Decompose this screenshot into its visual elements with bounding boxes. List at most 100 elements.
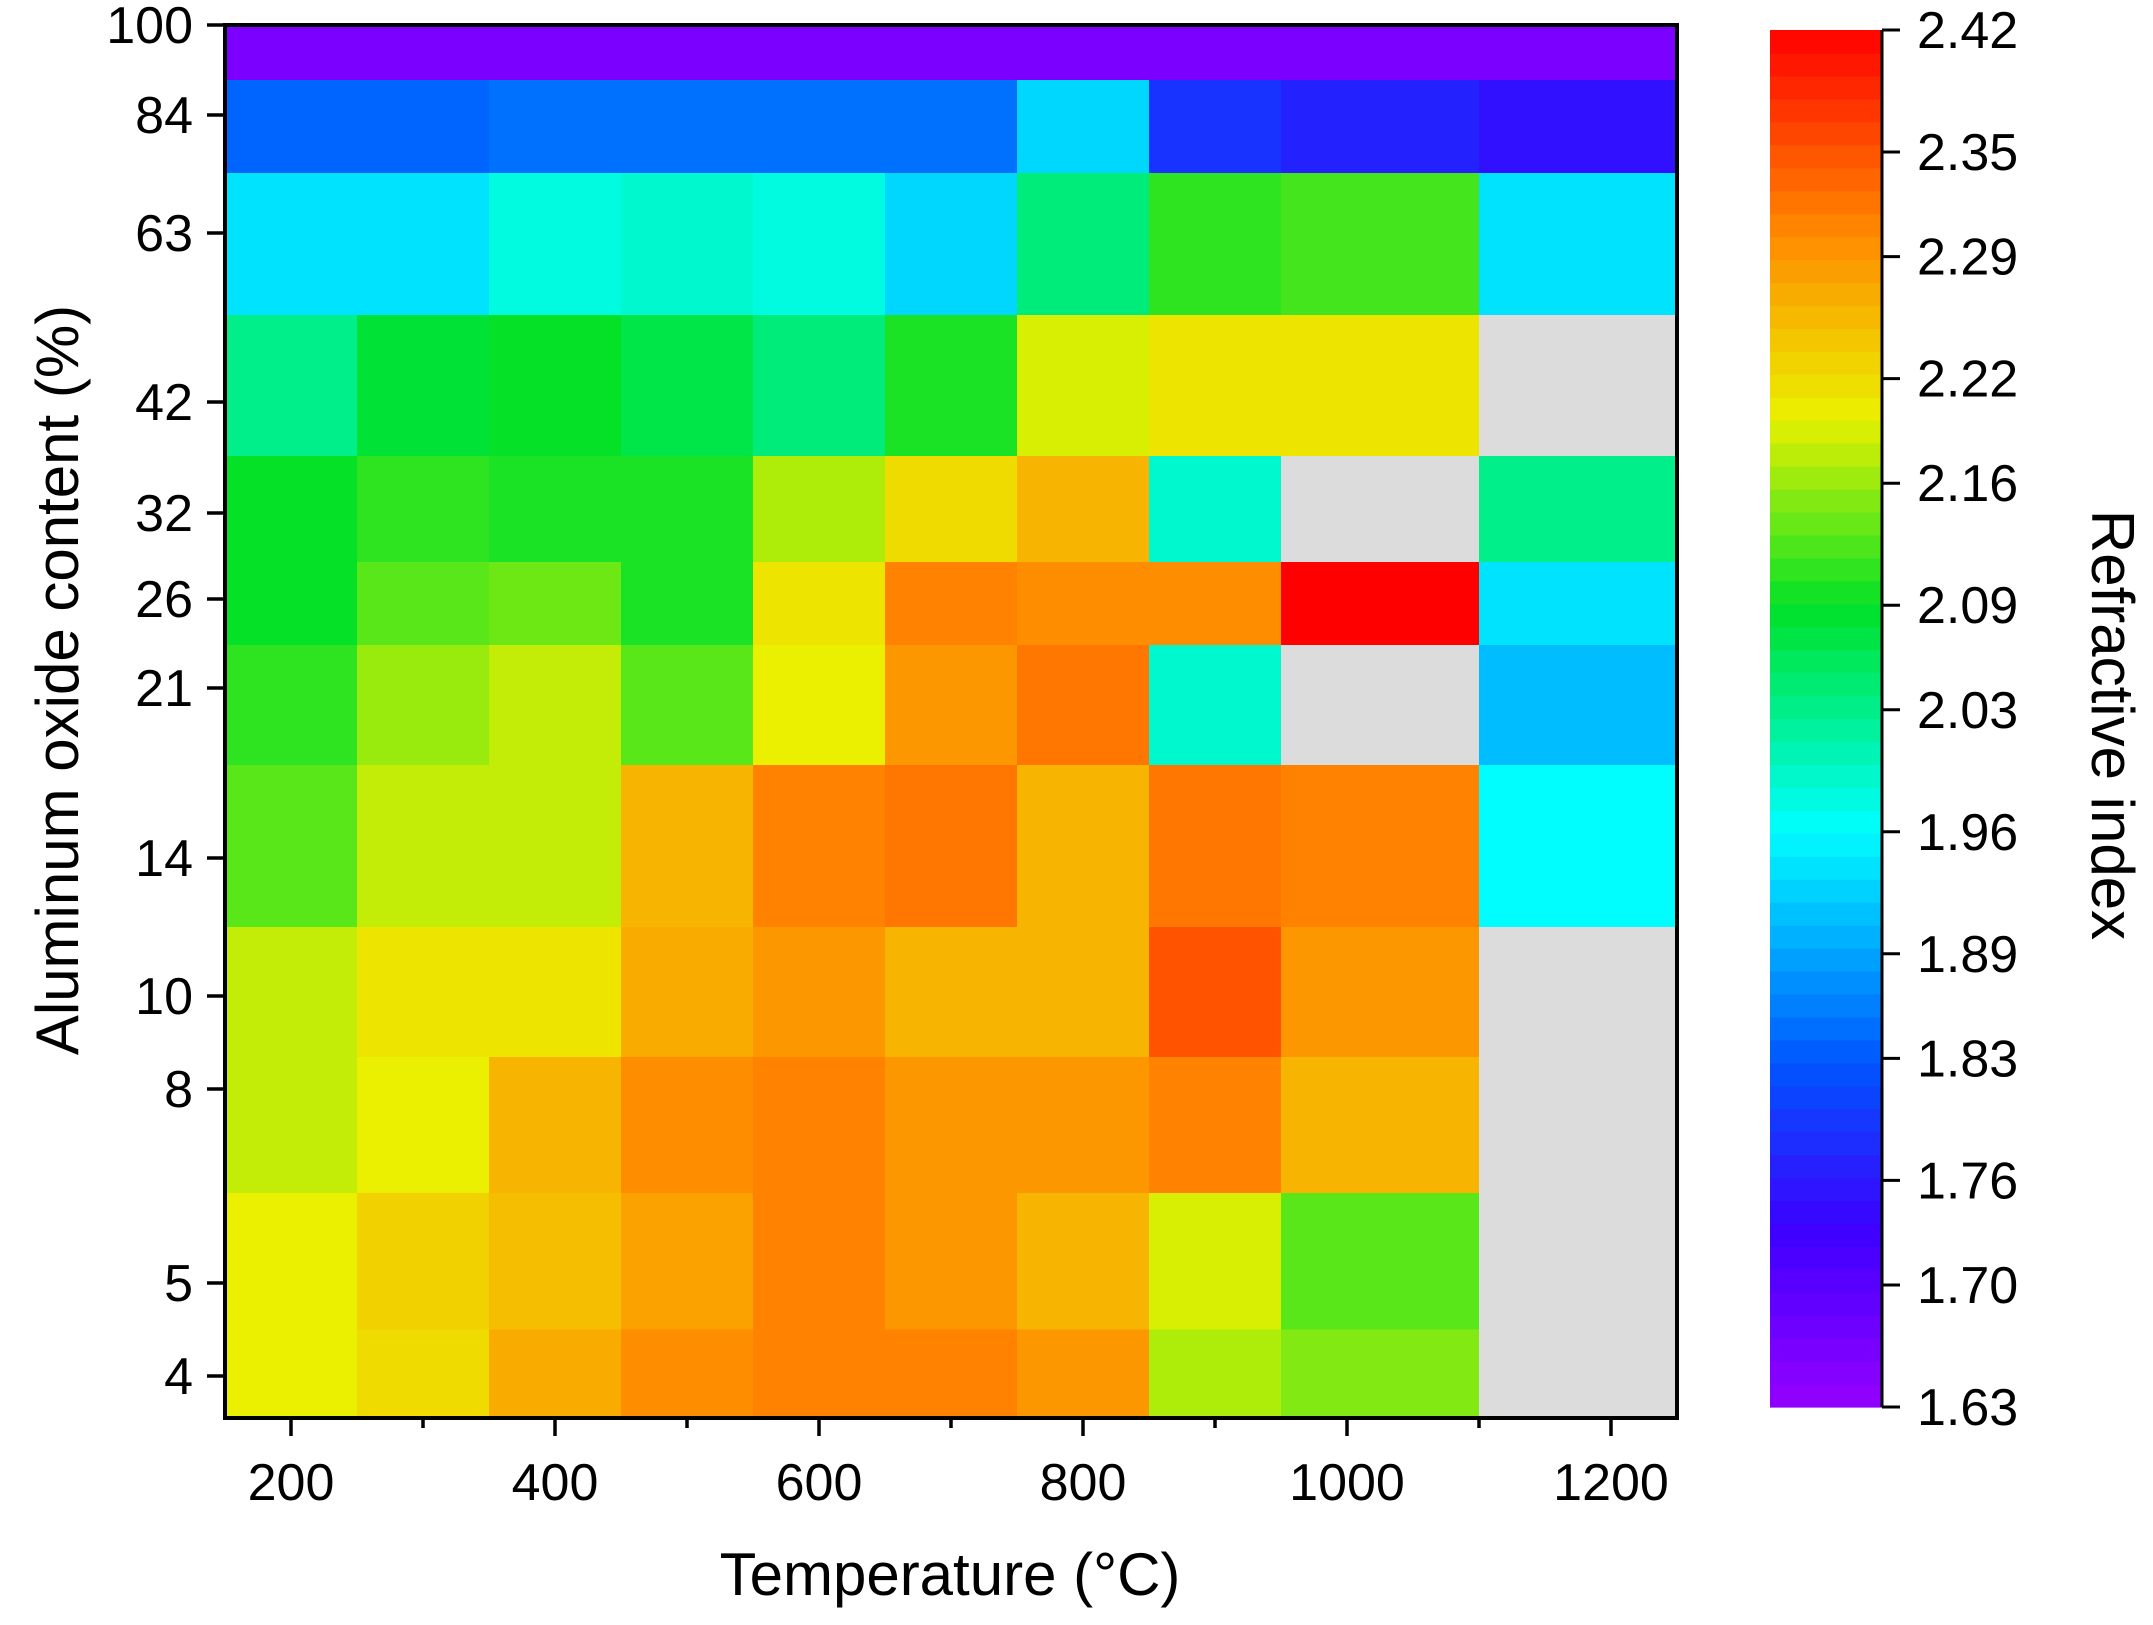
colorbar-segment — [1770, 764, 1882, 788]
heatmap-cell — [225, 645, 358, 766]
heatmap-cell — [489, 645, 622, 766]
heatmap-cell — [753, 927, 886, 1058]
y-tick-label: 32 — [135, 485, 193, 543]
heatmap-cell — [489, 25, 622, 81]
heatmap-cell — [1149, 25, 1282, 81]
x-tick-label: 200 — [248, 1454, 335, 1512]
heatmap-cell — [621, 765, 754, 928]
heatmap-cell — [885, 1193, 1018, 1331]
colorbar-segment — [1770, 557, 1882, 582]
heatmap-cell — [753, 80, 886, 174]
colorbar-segment — [1770, 1154, 1882, 1179]
colorbar-segment — [1770, 695, 1882, 720]
y-tick-label: 5 — [164, 1255, 193, 1313]
heatmap-cell — [753, 315, 886, 457]
heatmap-cell — [621, 173, 754, 316]
colorbar-segment — [1770, 1361, 1882, 1385]
heatmap-cell — [1017, 562, 1150, 646]
colorbar-segment — [1770, 328, 1882, 352]
colorbar-segment — [1770, 1039, 1882, 1064]
heatmap-cell — [885, 927, 1018, 1058]
heatmap-cell — [753, 173, 886, 316]
heatmap-cell — [357, 315, 490, 457]
colorbar-segment — [1770, 1062, 1882, 1087]
heatmap-cell — [1479, 80, 1678, 174]
heatmap-cell — [225, 765, 358, 928]
heatmap-cell — [621, 315, 754, 457]
heatmap-cell — [885, 173, 1018, 316]
heatmap-cell — [621, 1057, 754, 1194]
heatmap-cell — [489, 1329, 622, 1419]
colorbar-segment — [1770, 1338, 1882, 1362]
heatmap-cell — [1149, 456, 1282, 563]
heatmap-cell — [1017, 1057, 1150, 1194]
heatmap-cell — [1281, 645, 1480, 766]
heatmap-cell — [1017, 927, 1150, 1058]
heatmap-cell — [1281, 562, 1480, 646]
heatmap-cell — [225, 927, 358, 1058]
colorbar-segment — [1770, 1269, 1882, 1293]
heatmap-cell — [621, 1193, 754, 1331]
colorbar-segment — [1770, 190, 1882, 215]
colorbar-segment — [1770, 1246, 1882, 1270]
heatmap-cell — [1479, 1193, 1678, 1331]
heatmap-cell — [1479, 315, 1678, 457]
heatmap-cell — [1281, 80, 1480, 174]
colorbar-segment — [1770, 1315, 1882, 1339]
colorbar-tick-label: 1.63 — [1917, 1379, 2018, 1437]
heatmap-cell — [621, 562, 754, 646]
y-tick-label: 100 — [106, 0, 193, 55]
colorbar-segment — [1770, 948, 1882, 972]
colorbar-segment — [1770, 167, 1882, 192]
heatmap-cell — [1149, 645, 1282, 766]
heatmap-cell — [1281, 1193, 1480, 1331]
colorbar-segment — [1770, 833, 1882, 857]
colorbar-segment — [1770, 236, 1882, 261]
colorbar-segment — [1770, 213, 1882, 238]
colorbar-segment — [1770, 443, 1882, 467]
x-tick-label: 800 — [1040, 1454, 1127, 1512]
heatmap-cell — [1017, 456, 1150, 563]
axes: 200 400 600 800 1000 1200 4 5 8 10 14 21 26 32 42 63 84 1… — [106, 0, 1679, 1512]
heatmap-cell — [357, 173, 490, 316]
heatmap-cell — [885, 645, 1018, 766]
heatmap-cell — [489, 80, 622, 174]
heatmap-cell — [753, 645, 886, 766]
heatmap-cell — [753, 1329, 886, 1419]
heatmap-cell — [1479, 645, 1678, 766]
heatmap-cell — [753, 456, 886, 563]
x-tick-label: 400 — [512, 1454, 599, 1512]
colorbar-tick-label: 1.76 — [1917, 1152, 2018, 1210]
colorbar-segment — [1770, 30, 1882, 54]
colorbar-segment — [1770, 420, 1882, 444]
colorbar-tick-label: 1.89 — [1917, 926, 2018, 984]
colorbar-tick-label: 2.03 — [1917, 682, 2018, 740]
heatmap-cell — [1149, 1057, 1282, 1194]
heatmap-cell — [225, 1193, 358, 1331]
colorbar: 1.63 1.70 1.76 1.83 1.89 1.96 2.03 2.09 2.16 2.22… — [1770, 2, 2018, 1437]
colorbar-segment — [1770, 1177, 1882, 1202]
colorbar-segment — [1770, 98, 1882, 123]
colorbar-segment — [1770, 787, 1882, 811]
heatmap-cell — [1017, 645, 1150, 766]
heatmap-cell — [1149, 173, 1282, 316]
colorbar-tick-label: 2.29 — [1917, 229, 2018, 287]
heatmap-cell — [1479, 765, 1678, 928]
colorbar-segment — [1770, 466, 1882, 490]
heatmap-cell — [1281, 173, 1480, 316]
heatmap-cell — [489, 765, 622, 928]
colorbar-segment — [1770, 810, 1882, 834]
heatmap-cell — [621, 645, 754, 766]
colorbar-segment — [1770, 649, 1882, 674]
heatmap-cell — [225, 80, 358, 174]
y-tick-label: 4 — [164, 1348, 193, 1406]
colorbar-tick-label: 2.09 — [1917, 577, 2018, 635]
colorbar-segment — [1770, 672, 1882, 697]
y-tick-label: 42 — [135, 374, 193, 432]
colorbar-tick-label: 2.42 — [1917, 2, 2018, 60]
heatmap-cell — [489, 927, 622, 1058]
x-axis-title: Temperature (°C) — [720, 1541, 1181, 1608]
colorbar-segment — [1770, 580, 1882, 605]
colorbar-segment — [1770, 489, 1882, 513]
x-tick-label: 1000 — [1289, 1454, 1405, 1512]
